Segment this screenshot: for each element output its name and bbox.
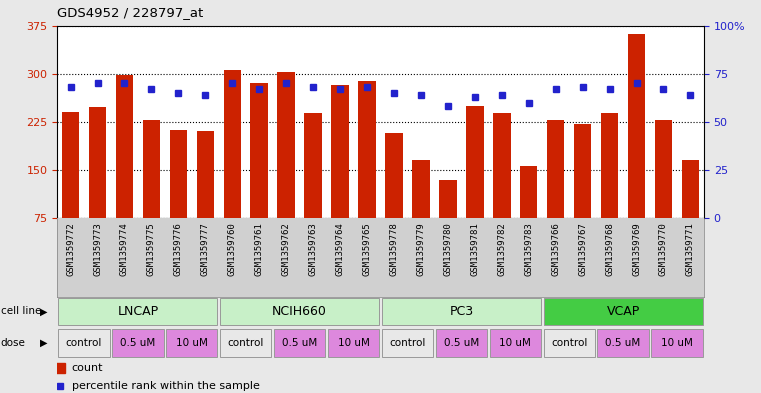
Bar (543, 298, 702, 325)
Text: GSM1359779: GSM1359779 (416, 222, 425, 276)
Bar (601, 114, 619, 218)
Text: control: control (228, 338, 264, 348)
Text: 10 uM: 10 uM (661, 338, 693, 348)
Text: GSM1359781: GSM1359781 (470, 222, 479, 276)
Bar (62, 112, 79, 218)
Text: NCIH660: NCIH660 (272, 305, 327, 318)
Bar (493, 114, 511, 218)
Text: VCAP: VCAP (607, 305, 640, 318)
Text: 10 uM: 10 uM (338, 338, 370, 348)
Text: PC3: PC3 (449, 305, 473, 318)
Bar (654, 120, 672, 218)
Text: GSM1359764: GSM1359764 (336, 222, 345, 276)
Text: 10 uM: 10 uM (176, 338, 208, 348)
Text: GDS4952 / 228797_at: GDS4952 / 228797_at (57, 6, 203, 19)
Bar (466, 107, 483, 218)
Bar (439, 180, 457, 218)
Bar (385, 133, 403, 218)
Bar (250, 83, 268, 218)
Text: GSM1359771: GSM1359771 (686, 222, 695, 276)
Text: ▶: ▶ (40, 338, 48, 348)
Text: GSM1359765: GSM1359765 (362, 222, 371, 276)
Bar (358, 81, 376, 218)
Bar (304, 113, 322, 218)
Bar (628, 34, 645, 218)
Bar (489, 329, 541, 357)
Text: control: control (66, 338, 102, 348)
Text: GSM1359760: GSM1359760 (228, 222, 237, 276)
Bar (166, 329, 218, 357)
Text: control: control (551, 338, 587, 348)
Text: GSM1359777: GSM1359777 (201, 222, 210, 276)
Text: GSM1359782: GSM1359782 (497, 222, 506, 276)
Text: dose: dose (1, 338, 26, 348)
Text: GSM1359774: GSM1359774 (120, 222, 129, 276)
Bar (116, 75, 133, 218)
Bar (331, 85, 349, 218)
Bar (220, 298, 379, 325)
Bar (274, 329, 325, 357)
Text: LNCAP: LNCAP (117, 305, 158, 318)
Text: ▶: ▶ (40, 307, 48, 316)
Bar (196, 131, 214, 218)
Text: GSM1359763: GSM1359763 (309, 222, 317, 276)
Text: GSM1359768: GSM1359768 (605, 222, 614, 276)
Text: GSM1359783: GSM1359783 (524, 222, 533, 276)
Text: 0.5 uM: 0.5 uM (444, 338, 479, 348)
Bar (682, 160, 699, 218)
Bar (651, 329, 702, 357)
Text: GSM1359770: GSM1359770 (659, 222, 668, 276)
Bar (220, 329, 272, 357)
Text: percentile rank within the sample: percentile rank within the sample (72, 381, 260, 391)
Text: GSM1359773: GSM1359773 (93, 222, 102, 276)
Text: GSM1359766: GSM1359766 (551, 222, 560, 276)
Text: GSM1359772: GSM1359772 (66, 222, 75, 276)
Bar (113, 329, 164, 357)
Text: GSM1359762: GSM1359762 (282, 222, 291, 276)
Bar (547, 120, 565, 218)
Bar (59, 298, 218, 325)
Bar (89, 107, 107, 218)
Text: GSM1359778: GSM1359778 (390, 222, 399, 276)
Bar (142, 120, 160, 218)
Text: 0.5 uM: 0.5 uM (120, 338, 155, 348)
Bar (278, 72, 295, 218)
Text: 10 uM: 10 uM (499, 338, 531, 348)
Text: GSM1359761: GSM1359761 (255, 222, 264, 276)
Bar (59, 329, 110, 357)
Bar (170, 130, 187, 218)
Text: GSM1359776: GSM1359776 (174, 222, 183, 276)
Bar (382, 298, 541, 325)
Bar (574, 124, 591, 218)
Bar (382, 329, 433, 357)
Text: cell line: cell line (1, 307, 41, 316)
Text: 0.5 uM: 0.5 uM (282, 338, 317, 348)
Text: count: count (72, 363, 103, 373)
Text: GSM1359780: GSM1359780 (444, 222, 452, 276)
Bar (436, 329, 487, 357)
Text: control: control (390, 338, 425, 348)
Text: GSM1359767: GSM1359767 (578, 222, 587, 276)
Bar (224, 70, 241, 218)
Bar (543, 329, 595, 357)
Text: GSM1359775: GSM1359775 (147, 222, 156, 276)
Text: GSM1359769: GSM1359769 (632, 222, 641, 276)
Bar (597, 329, 648, 357)
Bar (412, 160, 430, 218)
Bar (520, 166, 537, 218)
Bar (328, 329, 379, 357)
Text: 0.5 uM: 0.5 uM (606, 338, 641, 348)
